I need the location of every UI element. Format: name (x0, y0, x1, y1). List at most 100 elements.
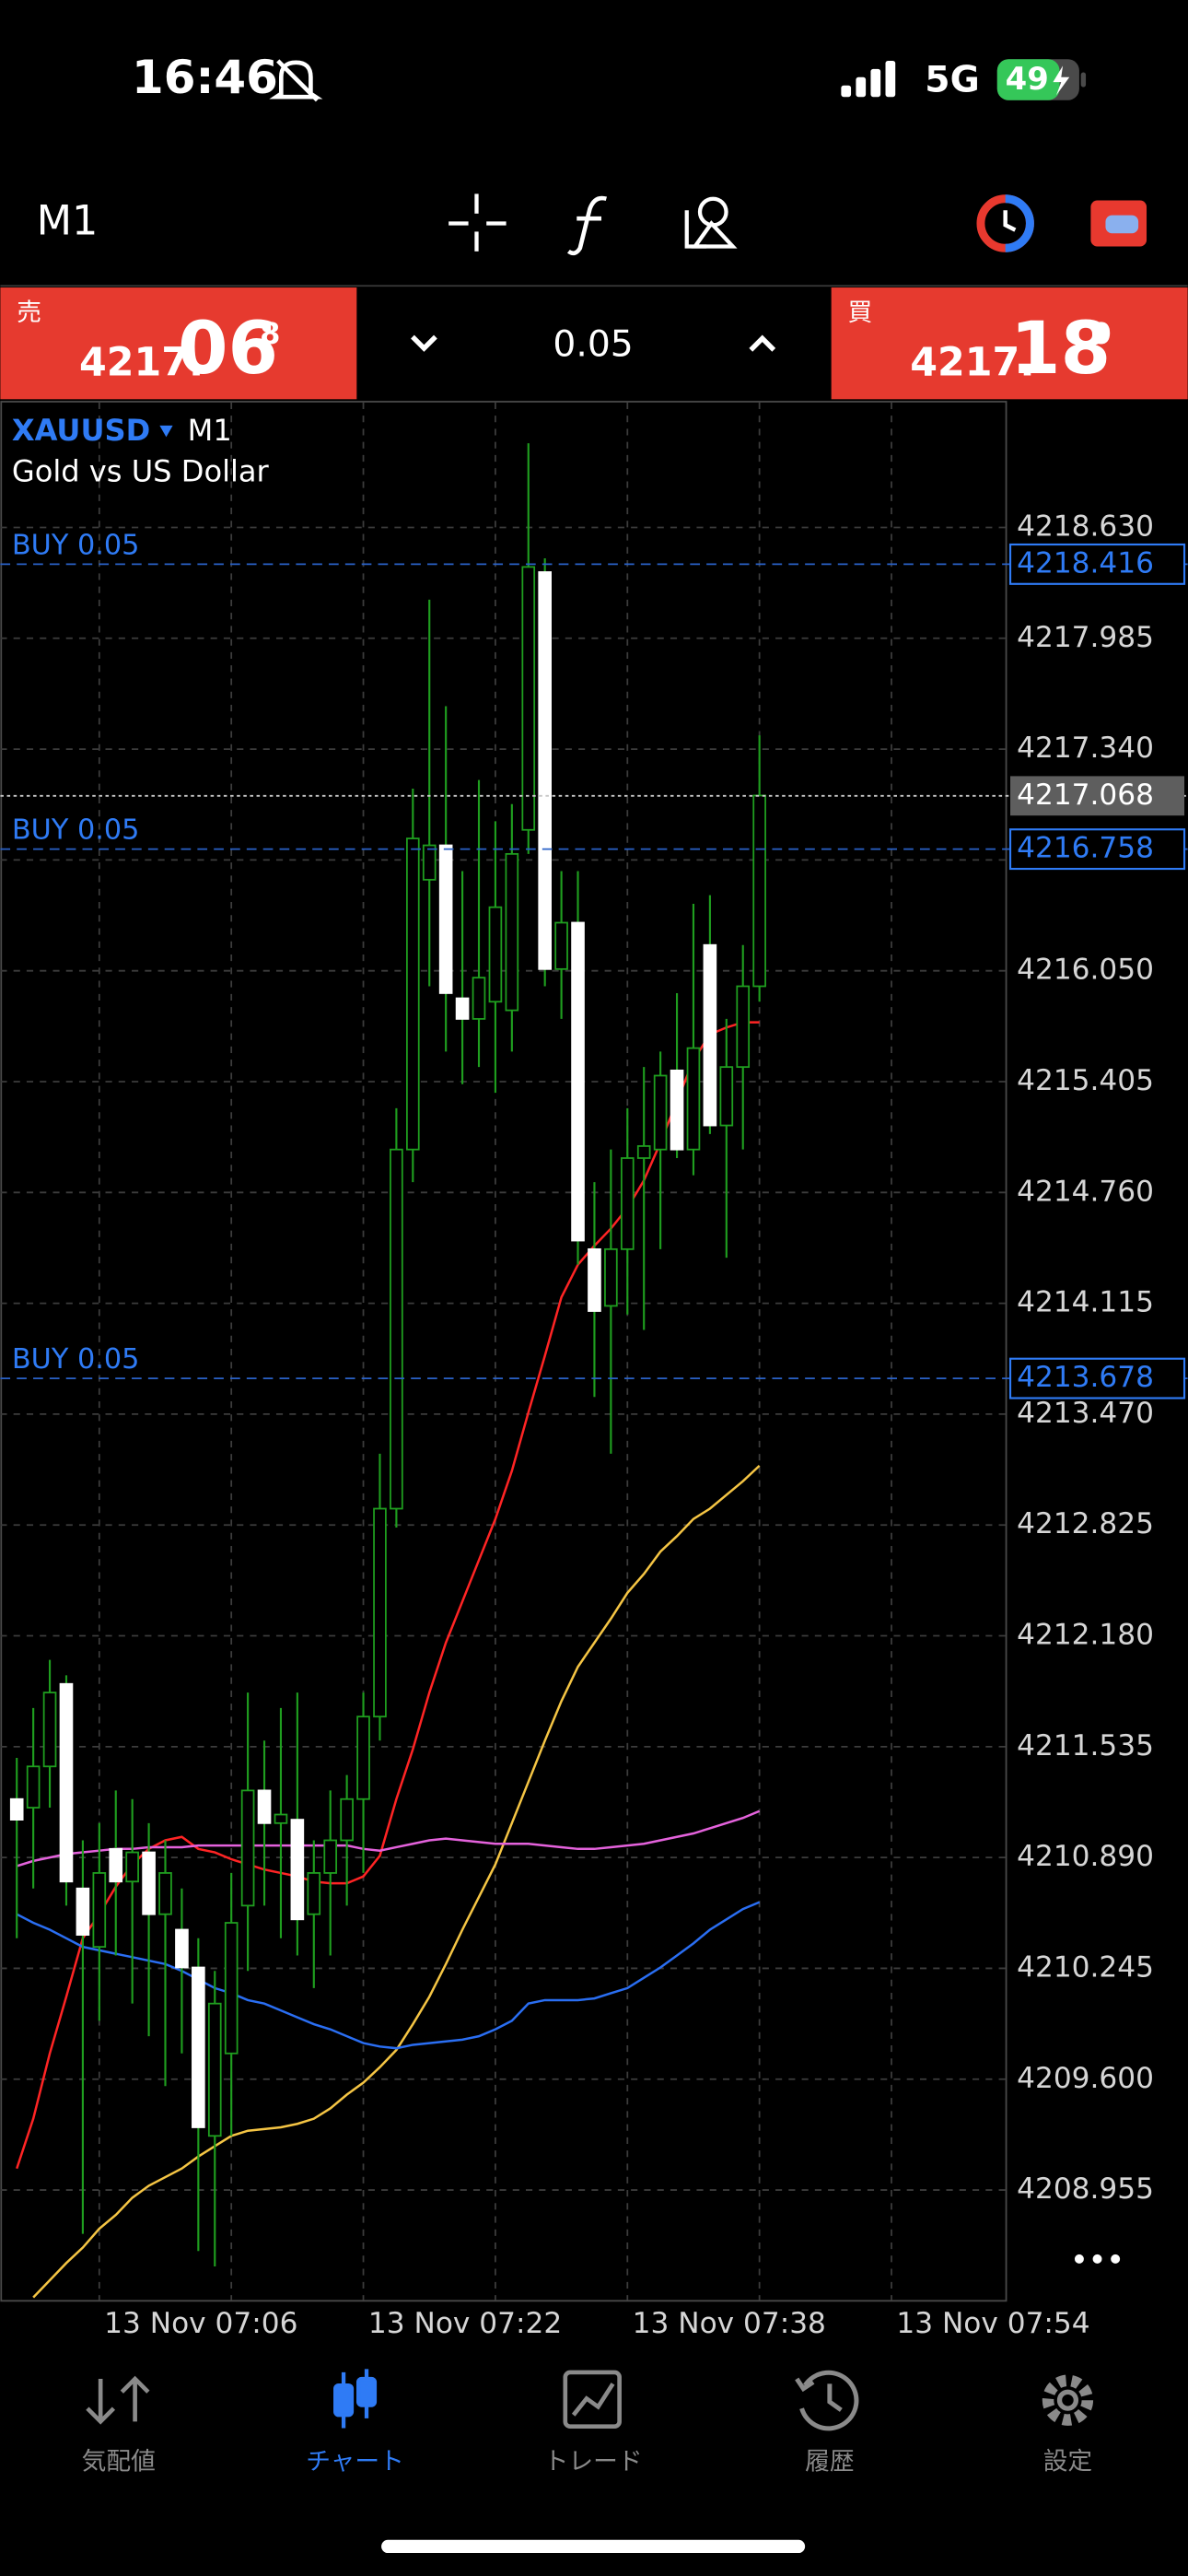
candle-body (455, 997, 470, 1020)
order-label: BUY 0.05 (12, 529, 140, 561)
symbol-description: Gold vs US Dollar (12, 454, 270, 489)
y-tick-label: 4214.760 (1017, 1175, 1154, 1208)
candle-body (554, 921, 568, 970)
order-price-box (1008, 1357, 1186, 1399)
battery-icon (996, 59, 1087, 100)
candle-body (9, 1797, 24, 1821)
candle-body (422, 844, 437, 881)
candle-body (175, 1928, 189, 1969)
candle-body (719, 1066, 734, 1127)
chart-timeframe: M1 (188, 413, 232, 448)
y-tick-label: 4216.050 (1017, 954, 1154, 987)
order-price-label: 4216.758 (1017, 832, 1154, 865)
buy-price-small[interactable]: 0 (1090, 316, 1111, 351)
candle-body (323, 1839, 338, 1874)
candle-body (274, 1813, 288, 1824)
y-tick-label: 4209.600 (1017, 2062, 1154, 2095)
candle-body (224, 1922, 239, 2055)
order-price-label: 4218.416 (1017, 546, 1154, 580)
account-button[interactable] (1090, 200, 1147, 247)
x-tick-label: 13 Nov 07:06 (104, 2307, 297, 2340)
silent-icon (269, 59, 323, 102)
timeframe-button[interactable]: M1 (37, 197, 99, 245)
candle-body (703, 943, 717, 1127)
candle-body (604, 1247, 618, 1307)
candle-body (373, 1507, 387, 1718)
buy-label[interactable]: 買 (847, 299, 872, 327)
buy-price-main[interactable]: 4217. (910, 339, 1034, 385)
nav-trade[interactable]: トレード (544, 2447, 643, 2476)
y-tick-label: 4210.890 (1017, 1840, 1154, 1873)
y-tick-label: 4214.115 (1017, 1286, 1154, 1319)
chart-plot: 13 Nov 07:06 13 Nov 07:22 13 Nov 07:38 13 N… (0, 402, 1188, 2340)
y-tick-label: 4217.985 (1017, 621, 1154, 654)
nav-quotes-icon[interactable] (86, 2375, 150, 2425)
order-label: BUY 0.05 (12, 814, 140, 847)
candle-body (26, 1765, 41, 1809)
chart-frame (0, 401, 1007, 2302)
nav-settings[interactable]: 設定 (1043, 2447, 1092, 2476)
candle-body (290, 1819, 305, 1921)
sell-price-small[interactable]: 8 (260, 316, 280, 351)
symbol-dropdown[interactable] (159, 425, 173, 438)
y-tick-label: 4217.340 (1017, 732, 1154, 765)
order-label: BUY 0.05 (12, 1343, 140, 1376)
more-button[interactable] (1074, 2254, 1121, 2264)
nav-chart[interactable]: チャート (306, 2447, 404, 2476)
sell-background[interactable] (0, 287, 357, 400)
nav-history-icon[interactable] (795, 2370, 859, 2431)
candle-body (736, 985, 751, 1069)
candle-body (59, 1682, 74, 1883)
nav-history[interactable]: 履歴 (805, 2447, 854, 2476)
nav-quotes[interactable]: 気配値 (82, 2447, 156, 2476)
buy-price-big[interactable]: 18 (1010, 306, 1111, 391)
ma-line (16, 1901, 761, 2050)
volume-down[interactable] (411, 334, 437, 352)
sell-label[interactable]: 売 (17, 299, 41, 327)
order-price-label: 4213.678 (1017, 1361, 1154, 1394)
y-tick-label: 4212.180 (1017, 1619, 1154, 1652)
bid-label: 4217.068 (1017, 779, 1154, 812)
candle-body (488, 906, 503, 1003)
candle-body (620, 1157, 635, 1250)
buy-background[interactable] (831, 287, 1188, 400)
candle-body (571, 921, 585, 1242)
signal-icon (841, 60, 896, 98)
candle-body (636, 1145, 651, 1159)
sell-button[interactable]: 売 4217. 06 8 (0, 287, 357, 400)
volume-up[interactable] (749, 334, 776, 352)
nav-trade-icon[interactable] (563, 2370, 622, 2430)
candle-body (406, 837, 420, 1151)
y-tick-label: 4208.955 (1017, 2172, 1154, 2206)
nav-chart-icon[interactable] (333, 2369, 378, 2429)
candle-body (92, 1872, 107, 1949)
candle-body (653, 1074, 668, 1151)
x-tick-label: 13 Nov 07:38 (633, 2307, 826, 2340)
sell-price-main[interactable]: 4217. (79, 339, 204, 385)
status-time: 16:46 (132, 51, 278, 104)
bid-label-box (1010, 776, 1185, 816)
crosshair-button[interactable] (448, 193, 507, 252)
symbol-label[interactable]: XAUUSD (12, 413, 150, 448)
candle-body (538, 571, 552, 970)
y-tick-label: 4212.825 (1017, 1507, 1154, 1540)
candle-body (109, 1847, 123, 1883)
sell-price-big[interactable]: 06 (178, 306, 278, 391)
ma-line (16, 1021, 760, 2170)
ma-line (16, 1809, 761, 1868)
order-price-box (1008, 828, 1186, 871)
candle-body (76, 1887, 90, 1936)
home-indicator (381, 2539, 806, 2554)
objects-button[interactable] (684, 196, 738, 249)
ma-line (32, 1464, 761, 2299)
volume-value[interactable]: 0.05 (553, 324, 633, 366)
order-price-box (1008, 543, 1186, 585)
indicator-button[interactable] (566, 195, 608, 256)
network-label: 5G (925, 60, 979, 101)
candle-body (390, 1148, 403, 1510)
one-click-button[interactable] (976, 194, 1034, 252)
candle-body (588, 1247, 601, 1312)
x-tick-label: 13 Nov 07:54 (896, 2307, 1089, 2340)
y-tick-label: 4213.470 (1017, 1397, 1154, 1430)
buy-button[interactable]: 買 4217. 18 0 (831, 287, 1188, 400)
